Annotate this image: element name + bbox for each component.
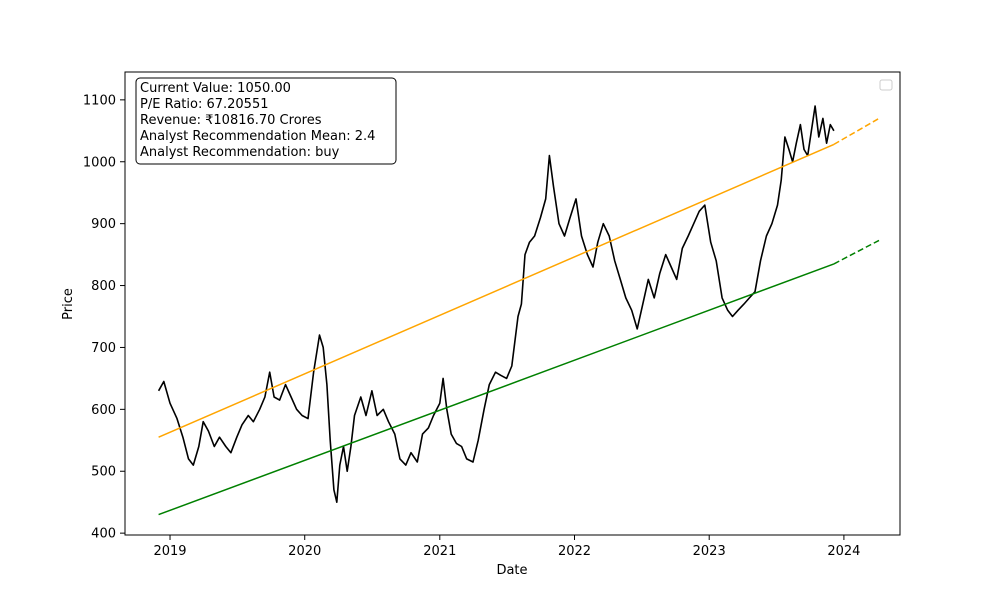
y-axis: 400 500 600 700 800 900 1000 1100 [83, 93, 125, 542]
info-recommendation-mean: Analyst Recommendation Mean: 2.4 [140, 129, 375, 144]
x-axis-label: Date [496, 563, 527, 578]
y-tick-label: 1100 [83, 93, 116, 108]
series-layer [157, 105, 880, 516]
y-tick-label: 500 [91, 465, 116, 480]
y-tick-label: 700 [91, 341, 116, 356]
y-axis-label: Price [61, 288, 76, 320]
series-line-0 [157, 105, 835, 503]
series-line-3 [158, 263, 835, 516]
x-tick-label: 2019 [153, 544, 186, 559]
y-tick-label: 400 [91, 527, 116, 542]
x-tick-label: 2020 [288, 544, 321, 559]
info-revenue: Revenue: ₹10816.70 Crores [140, 113, 322, 128]
info-box: Current Value: 1050.00 P/E Ratio: 67.205… [135, 77, 397, 165]
series-line-1 [158, 143, 835, 438]
y-tick-label: 900 [91, 217, 116, 232]
x-tick-label: 2022 [558, 544, 591, 559]
info-pe-ratio: P/E Ratio: 67.20551 [140, 97, 268, 112]
x-axis: 2019 2020 2021 2022 2023 2024 [153, 535, 860, 559]
legend-box [879, 79, 893, 91]
x-tick-label: 2024 [827, 544, 860, 559]
x-tick-label: 2023 [693, 544, 726, 559]
y-tick-label: 1000 [83, 155, 116, 170]
plot-frame [124, 71, 901, 536]
info-current-value: Current Value: 1050.00 [140, 81, 291, 96]
x-tick-label: 2021 [423, 544, 456, 559]
y-tick-label: 800 [91, 279, 116, 294]
info-recommendation: Analyst Recommendation: buy [140, 145, 340, 160]
y-tick-label: 600 [91, 403, 116, 418]
